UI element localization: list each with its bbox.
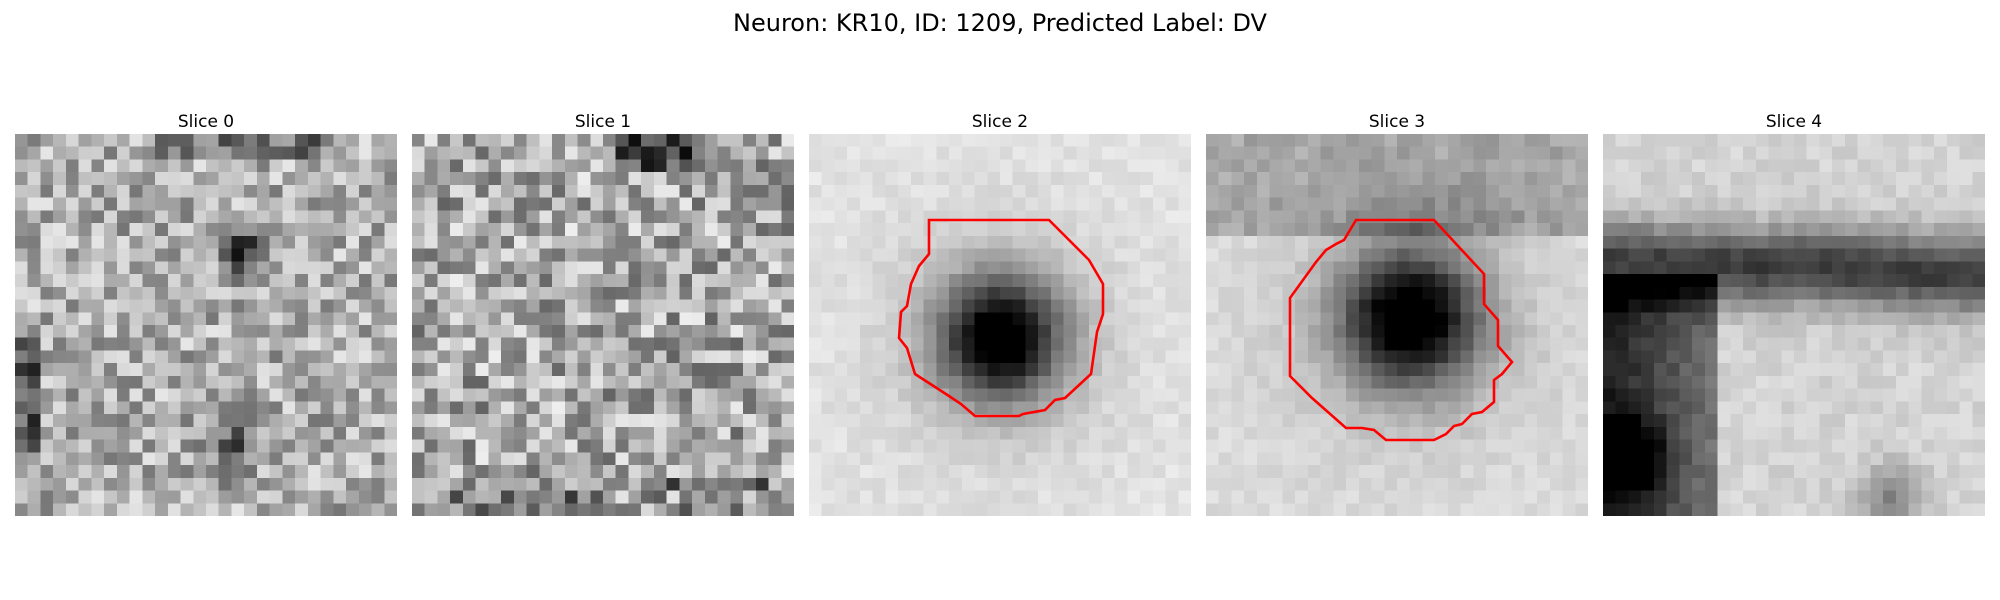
contour-overlay-0 [15,134,397,516]
slice-title-3: Slice 3 [1368,112,1426,132]
slice-canvas-0 [15,134,397,516]
figure-title: Neuron: KR10, ID: 1209, Predicted Label:… [733,9,1267,37]
roi-contour-2 [897,218,1105,418]
slice-title-1: Slice 1 [574,112,632,132]
slice-panel-0: Slice 0 [15,112,397,516]
slice-image-3 [1206,134,1588,516]
slice-panel-4: Slice 4 [1603,112,1985,516]
slice-panel-1: Slice 1 [412,112,794,516]
roi-contour-3 [1288,218,1514,442]
slice-panel-2: Slice 2 [809,112,1191,516]
slice-image-2 [809,134,1191,516]
slice-canvas-1 [412,134,794,516]
slice-canvas-3 [1206,134,1588,516]
slice-image-1 [412,134,794,516]
slice-canvas-2 [809,134,1191,516]
slice-title-4: Slice 4 [1765,112,1823,132]
slice-panel-3: Slice 3 [1206,112,1588,516]
contour-overlay-4 [1603,134,1985,516]
contour-overlay-1 [412,134,794,516]
contour-overlay-3 [1288,218,1514,442]
slice-canvas-4 [1603,134,1985,516]
slice-title-2: Slice 2 [971,112,1029,132]
slice-title-0: Slice 0 [177,112,235,132]
slice-image-0 [15,134,397,516]
slice-image-4 [1603,134,1985,516]
contour-overlay-2 [897,218,1105,418]
